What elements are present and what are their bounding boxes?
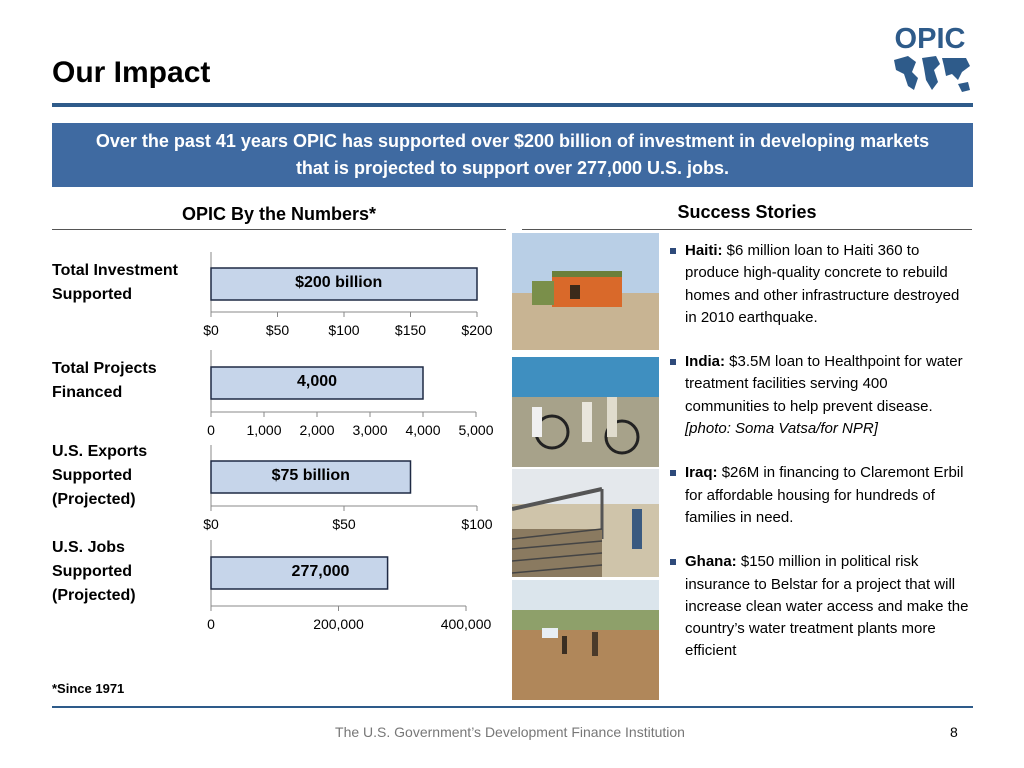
impact-banner-text: Over the past 41 years OPIC has supporte… — [95, 131, 930, 178]
opic-logo: OPIC — [886, 20, 974, 100]
chart-bar — [210, 460, 412, 494]
story-ghana: Ghana: $150 million in political risk in… — [670, 551, 970, 662]
chart-data-label: $75 billion — [272, 467, 350, 484]
metric-label-line: Financed — [52, 384, 123, 401]
metric-label-line: U.S. Jobs — [52, 539, 125, 556]
story-country: Iraq: — [685, 464, 718, 482]
chart-bar — [210, 267, 478, 301]
bullet-icon — [670, 359, 676, 366]
chart-tick-label: 4,000 — [405, 422, 440, 438]
numbers-charts: $200 billion $0 $50 $100 $150 $200 4,000 0 1,000… — [203, 252, 494, 632]
metric-label-line: Supported — [52, 563, 132, 580]
metric-label-investment: Total Investment Supported — [52, 259, 178, 307]
metric-label-projects: Total Projects Financed — [52, 357, 157, 405]
chart-tick-label: 0 — [207, 616, 215, 632]
success-stories-list: Haiti: $6 million loan to Haiti 360 to p… — [670, 240, 970, 685]
chart-tick-label: $100 — [328, 322, 359, 338]
chart-tick-label: 200,000 — [313, 616, 364, 632]
opic-logo-graphic: OPIC — [890, 23, 972, 97]
impact-banner: Over the past 41 years OPIC has supporte… — [52, 123, 973, 187]
photo-haiti — [512, 233, 659, 350]
metric-label-line: (Projected) — [52, 491, 136, 508]
opic-logo-text: OPIC — [895, 23, 966, 55]
bullet-icon — [670, 559, 676, 566]
chart-tick-label: $100 — [461, 516, 492, 532]
metric-label-line: U.S. Exports — [52, 443, 148, 460]
story-haiti: Haiti: $6 million loan to Haiti 360 to p… — [670, 240, 970, 329]
chart-data-label: 277,000 — [292, 563, 350, 580]
story-text: $3.5M loan to Healthpoint for water trea… — [685, 353, 963, 415]
bullet-icon — [670, 470, 676, 477]
metric-label-line: Supported — [52, 286, 132, 303]
chart-tick-label: $0 — [203, 322, 219, 338]
chart-data-label: 4,000 — [297, 373, 337, 390]
stories-heading-rule — [522, 229, 972, 230]
photo-iraq — [511, 469, 659, 577]
story-text: $6 million loan to Haiti 360 to produce … — [685, 242, 960, 326]
metric-label-line: (Projected) — [52, 587, 136, 604]
chart-tick-label: 2,000 — [299, 422, 334, 438]
story-text: $150 million in political risk insurance… — [685, 553, 969, 660]
photo-ghana — [512, 580, 659, 700]
stories-heading: Success Stories — [677, 202, 817, 222]
metric-label-jobs: U.S. Jobs Supported (Projected) — [52, 536, 136, 608]
numbers-heading: OPIC By the Numbers* — [181, 204, 377, 224]
page-title: Our Impact — [52, 56, 211, 89]
metric-label-exports: U.S. Exports Supported (Projected) — [52, 440, 147, 512]
chart-tick-label: $150 — [395, 322, 426, 338]
footer-text: The U.S. Government’s Development Financ… — [335, 724, 685, 740]
story-country: Ghana: — [685, 553, 737, 571]
chart-tick-label: $200 — [461, 322, 492, 338]
chart-bar — [210, 556, 389, 590]
chart-tick-label: 1,000 — [246, 422, 281, 438]
footer-divider — [52, 706, 973, 708]
chart-tick-label: $0 — [203, 516, 219, 532]
numbers-heading-rule — [52, 229, 506, 230]
story-india: India: $3.5M loan to Healthpoint for wat… — [670, 351, 970, 440]
story-country: Haiti: — [685, 242, 723, 259]
chart-tick-label: $50 — [266, 322, 290, 338]
title-divider — [52, 103, 973, 107]
metric-label-line: Supported — [52, 467, 132, 484]
chart-tick-label: $50 — [332, 516, 356, 532]
chart-tick-label: 0 — [207, 422, 215, 438]
bullet-icon — [670, 248, 676, 254]
chart-tick-label: 400,000 — [441, 616, 492, 632]
story-country: India: — [685, 353, 725, 371]
footnote: *Since 1971 — [52, 681, 125, 696]
story-iraq: Iraq: $26M in financing to Claremont Erb… — [670, 462, 970, 529]
chart-bar — [210, 366, 424, 400]
chart-tick-label: 5,000 — [458, 422, 493, 438]
page-number: 8 — [950, 724, 958, 740]
chart-data-label: $200 billion — [295, 274, 382, 291]
photo-india — [512, 357, 659, 467]
story-photo-credit: [photo: Soma Vatsa/for NPR] — [685, 420, 878, 438]
story-text: $26M in financing to Claremont Erbil for… — [685, 464, 964, 526]
chart-tick-label: 3,000 — [352, 422, 387, 438]
metric-label-line: Total Projects — [52, 360, 157, 377]
metric-label-line: Total Investment — [52, 262, 178, 279]
